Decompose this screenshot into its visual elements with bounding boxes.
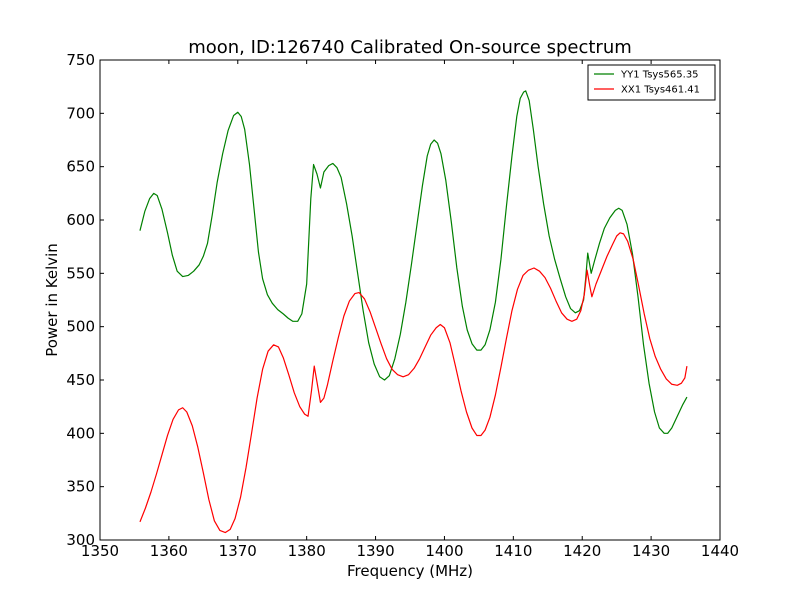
series-layer bbox=[139, 90, 688, 534]
x-tick-label-2: 1370 bbox=[219, 542, 257, 560]
x-tick-label-9: 1440 bbox=[701, 542, 739, 560]
x-tick-labels: 1350 1360 1370 1380 1390 1400 1410 1420 1430 1440 bbox=[81, 542, 739, 560]
plot-area bbox=[99, 59, 721, 541]
legend-box bbox=[587, 64, 716, 101]
x-axis-label: Frequency (MHz) bbox=[347, 562, 473, 580]
legend: YY1 Tsys565.35 XX1 Tsys461.41 bbox=[587, 64, 716, 101]
x-tick-label-6: 1410 bbox=[494, 542, 532, 560]
y-tick-label-7: 650 bbox=[66, 158, 95, 176]
x-tick-label-0: 1350 bbox=[81, 542, 119, 560]
y-tick-label-1: 350 bbox=[66, 478, 95, 496]
y-tick-label-9: 750 bbox=[66, 51, 95, 69]
legend-label-xx1: XX1 Tsys461.41 bbox=[621, 85, 700, 96]
y-tick-label-2: 400 bbox=[66, 424, 95, 442]
legend-label-yy1: YY1 Tsys565.35 bbox=[620, 70, 699, 81]
x-tick-label-7: 1420 bbox=[563, 542, 601, 560]
y-tick-label-0: 300 bbox=[66, 531, 95, 549]
y-axis-label: Power in Kelvin bbox=[43, 243, 61, 357]
x-tick-label-1: 1360 bbox=[150, 542, 188, 560]
series-line-1 bbox=[139, 232, 688, 534]
y-tick-label-5: 550 bbox=[66, 264, 95, 282]
y-tick-label-4: 500 bbox=[66, 318, 95, 336]
chart-title: moon, ID:126740 Calibrated On-source spe… bbox=[188, 37, 632, 58]
plot-background bbox=[100, 60, 720, 540]
y-tick-label-8: 700 bbox=[66, 104, 95, 122]
y-tick-labels: 300 350 400 450 500 550 600 650 700 750 bbox=[66, 51, 95, 549]
y-tick-label-6: 600 bbox=[66, 211, 95, 229]
plot-frame bbox=[99, 59, 721, 541]
x-tick-label-4: 1390 bbox=[356, 542, 394, 560]
x-tick-label-8: 1430 bbox=[632, 542, 670, 560]
x-tick-label-5: 1400 bbox=[425, 542, 463, 560]
series-line-0 bbox=[139, 90, 688, 434]
x-tick-label-3: 1380 bbox=[288, 542, 326, 560]
y-tick-label-3: 450 bbox=[66, 371, 95, 389]
